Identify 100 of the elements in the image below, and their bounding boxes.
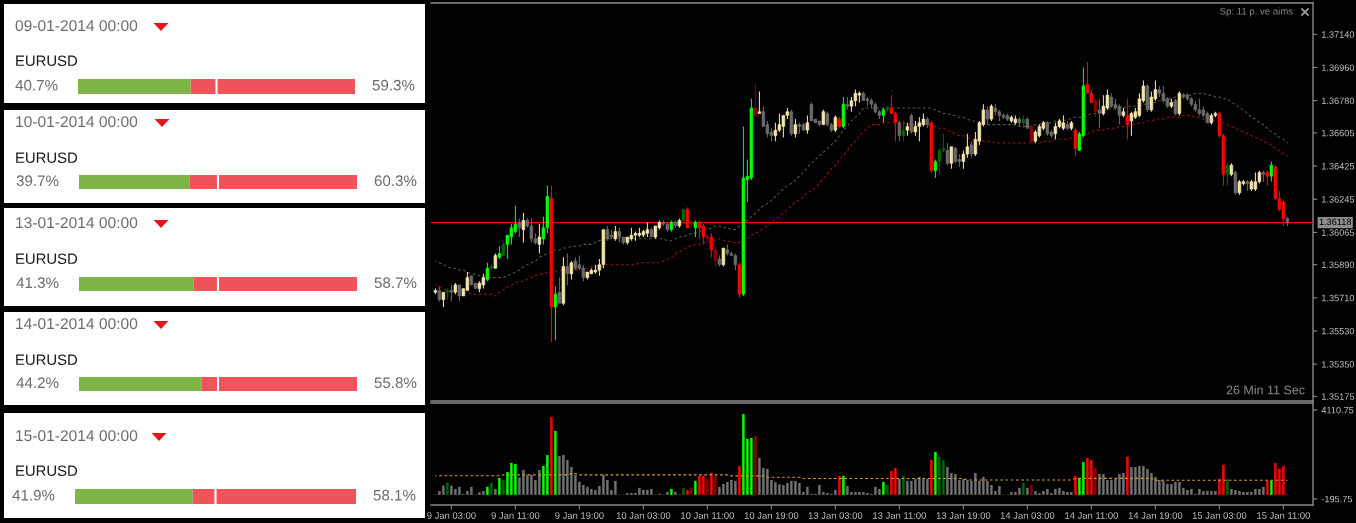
bar [454,488,457,495]
bar [766,468,769,495]
candlestick [753,83,758,118]
bar [1238,490,1241,495]
bar [514,463,517,495]
data-label: 44.2% [16,377,59,388]
y-tick-label: EURUSD [16,465,78,476]
bar [558,455,561,495]
bar [1254,488,1257,495]
x-tick-label: 9 Jan 03:00 [427,512,476,519]
bar [1158,480,1161,495]
bar [510,462,513,495]
chart-title: 10-01-2014 00:00 [16,116,138,128]
bar [846,486,849,495]
bar [742,413,745,495]
y-tick-label: -195.75 [1321,495,1353,503]
x-tick-label: 14 Jan 11:00 [1065,512,1118,519]
bar [494,488,497,495]
bar [562,455,565,495]
candlestick [1093,98,1098,118]
bar [890,470,893,495]
candlestick [961,149,966,170]
bar [1066,491,1069,495]
bar [1074,475,1077,495]
bar [1110,480,1113,495]
bar [502,480,505,495]
candlestick [1097,98,1102,129]
bar [1282,465,1285,495]
bar [674,491,677,495]
data-label: 60.3% [374,175,417,187]
bar [458,486,461,495]
bar [1130,467,1133,495]
bar [1226,478,1229,495]
bar [942,459,945,495]
bar [522,469,525,495]
x-tick-label: 9 Jan 11:00 [491,512,540,519]
bar [1070,491,1073,495]
bar [782,484,785,495]
bar [722,483,725,495]
bar [1154,476,1157,495]
x-tick-label: 15 Jan 11:00 [1257,512,1310,519]
candlestick [789,109,794,137]
candlestick [945,142,950,166]
bar [482,490,485,495]
candlestick [1073,127,1078,157]
bar [478,492,481,495]
data-label: 41.3% [16,277,59,289]
bar [750,437,753,495]
x-tick-label: 14 Jan 19:00 [1128,512,1183,519]
bar [1174,481,1177,495]
bar [694,480,697,495]
bar [882,481,885,495]
bar [1230,488,1233,495]
bar [998,486,1001,495]
bar [818,484,821,495]
bar [990,484,993,495]
bar [1270,480,1273,495]
bar [1222,464,1225,495]
bar [858,491,861,495]
candlestick [1101,94,1106,116]
bar [550,417,553,495]
bar [902,475,905,495]
x-tick-label: 13 Jan 19:00 [936,512,991,519]
bar [1010,491,1013,495]
bar [530,474,533,495]
bar [1118,474,1121,495]
bar [1058,487,1061,495]
bar [1030,484,1033,495]
bar [670,488,673,495]
bar [982,476,985,495]
bar [898,478,901,495]
x-tick-label: 14 Jan 03:00 [1000,512,1055,519]
bar [778,484,781,495]
bar [1026,487,1029,495]
bar [938,456,941,495]
bar [886,484,889,495]
chart-title: 13-01-2014 00:00 [16,217,138,229]
bar [602,474,605,495]
bar [582,484,585,495]
line-series [434,472,1288,481]
bar [1246,491,1249,495]
bar [738,465,741,495]
candlestick [709,232,714,258]
x-tick-label: 9 Jan 19:00 [555,512,604,519]
bar [1210,490,1213,495]
x-tick-label: 10 Jan 19:00 [744,512,799,519]
bar [718,486,721,495]
candlestick [1149,90,1154,113]
bar [566,459,569,495]
bar [446,482,449,495]
bar [1162,480,1165,495]
bar [690,487,693,495]
bar [1090,459,1093,495]
bar [966,480,969,495]
candlestick [773,122,778,142]
bar [1250,491,1253,495]
bar [1266,480,1269,495]
bar [642,489,645,495]
bar [650,488,653,495]
bar [702,475,705,495]
